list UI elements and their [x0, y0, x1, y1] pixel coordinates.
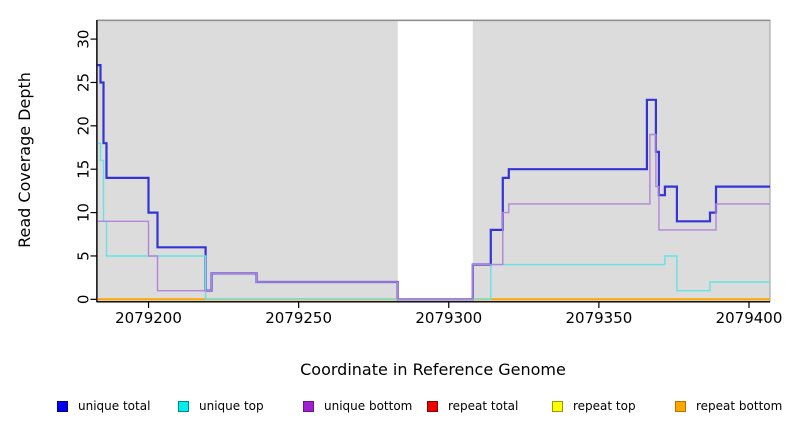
axes-layer: 0 5 10 15 20 25 30 2079200 2079250 2079300 2079350…: [75, 20, 783, 327]
legend-swatch-unique-total: [57, 400, 68, 412]
legend-swatch-repeat-bottom: [675, 400, 686, 412]
legend-item-unique-total: unique total: [57, 399, 150, 413]
x-axis-title: Coordinate in Reference Genome: [300, 360, 566, 379]
y-tick-label: 0: [75, 295, 93, 305]
series-lines-layer: [97, 63, 770, 301]
y-tick-label: 5: [75, 251, 93, 261]
x-tick-label: 2079250: [265, 309, 332, 327]
legend-label-repeat-bottom: repeat bottom: [696, 399, 783, 413]
legend-swatch-unique-top: [178, 400, 189, 412]
y-tick-label: 25: [75, 73, 93, 92]
uncovered-gap-region: [397, 21, 473, 302]
series-line-unique-bottom: [97, 133, 770, 300]
legend-swatch-unique-bottom: [303, 400, 314, 412]
x-tick-label: 2079300: [415, 309, 482, 327]
legend-swatch-repeat-total: [427, 400, 438, 412]
x-tick-label: 2079200: [115, 309, 182, 327]
legend-label-repeat-top: repeat top: [573, 399, 636, 413]
legend-item-repeat-bottom: repeat bottom: [675, 399, 782, 413]
series-line-unique-top: [97, 142, 770, 300]
y-tick-label: 30: [75, 30, 93, 49]
legend-item-repeat-top: repeat top: [552, 399, 636, 413]
legend: unique total unique top unique bottom re…: [0, 399, 792, 415]
y-tick-label: 10: [75, 203, 93, 222]
y-tick-label: 15: [75, 160, 93, 179]
legend-label-unique-bottom: unique bottom: [324, 399, 413, 413]
legend-label-unique-top: unique top: [199, 399, 264, 413]
legend-label-repeat-total: repeat total: [448, 399, 519, 413]
legend-label-unique-total: unique total: [78, 399, 151, 413]
legend-swatch-repeat-top: [552, 400, 563, 412]
legend-item-repeat-total: repeat total: [427, 399, 518, 413]
y-tick-label: 20: [75, 116, 93, 135]
legend-item-unique-top: unique top: [178, 399, 264, 413]
plot-background-layer: [97, 19, 771, 302]
x-tick-label: 2079400: [716, 309, 783, 327]
x-tick-label: 2079350: [565, 309, 632, 327]
y-axis-title: Read Coverage Depth: [15, 72, 34, 248]
legend-item-unique-bottom: unique bottom: [303, 399, 412, 413]
